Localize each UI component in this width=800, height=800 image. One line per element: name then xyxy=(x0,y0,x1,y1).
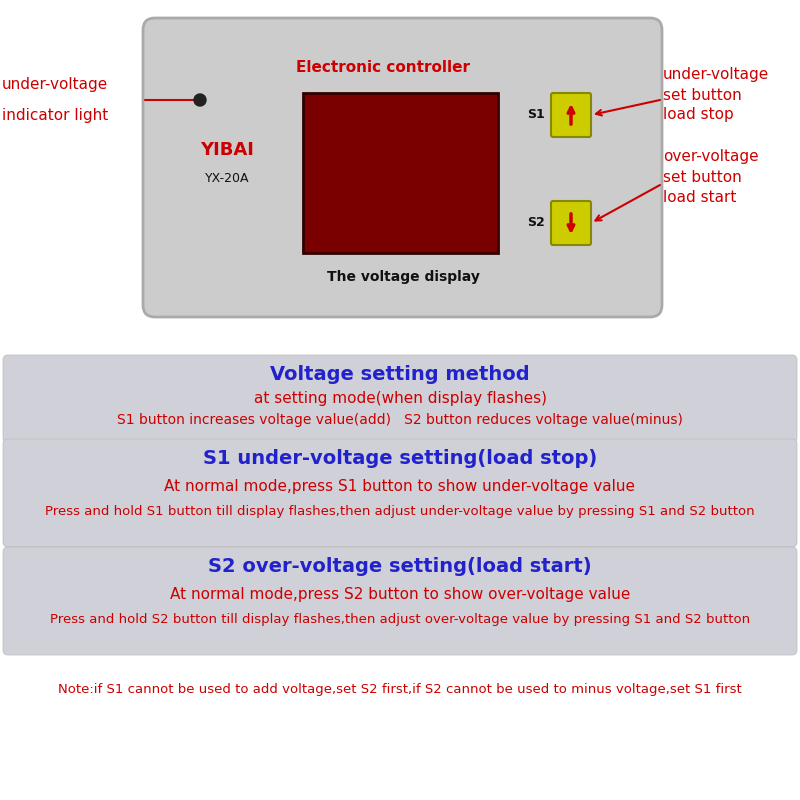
Text: YIBAI: YIBAI xyxy=(200,141,254,159)
Text: Press and hold S1 button till display flashes,then adjust under-voltage value by: Press and hold S1 button till display fl… xyxy=(45,506,755,518)
Text: S1: S1 xyxy=(527,109,545,122)
Text: Note:if S1 cannot be used to add voltage,set S2 first,if S2 cannot be used to mi: Note:if S1 cannot be used to add voltage… xyxy=(58,683,742,697)
Text: S2 over-voltage setting(load start): S2 over-voltage setting(load start) xyxy=(208,558,592,577)
Text: At normal mode,press S1 button to show under-voltage value: At normal mode,press S1 button to show u… xyxy=(165,478,635,494)
FancyBboxPatch shape xyxy=(551,201,591,245)
Text: S1 button increases voltage value(add)   S2 button reduces voltage value(minus): S1 button increases voltage value(add) S… xyxy=(117,413,683,427)
FancyBboxPatch shape xyxy=(3,547,797,655)
FancyBboxPatch shape xyxy=(551,93,591,137)
Text: indicator light: indicator light xyxy=(2,108,108,123)
Text: at setting mode(when display flashes): at setting mode(when display flashes) xyxy=(254,390,546,406)
Text: S2: S2 xyxy=(527,217,545,230)
Text: YX-20A: YX-20A xyxy=(205,171,250,185)
Text: under-voltage: under-voltage xyxy=(2,77,108,92)
Text: over-voltage: over-voltage xyxy=(663,150,758,165)
Text: Press and hold S2 button till display flashes,then adjust over-voltage value by : Press and hold S2 button till display fl… xyxy=(50,614,750,626)
Text: under-voltage: under-voltage xyxy=(663,67,770,82)
Text: Voltage setting method: Voltage setting method xyxy=(270,365,530,383)
FancyBboxPatch shape xyxy=(3,355,797,443)
Text: load stop: load stop xyxy=(663,107,734,122)
FancyBboxPatch shape xyxy=(3,439,797,547)
Text: set button: set button xyxy=(663,170,742,185)
Text: Electronic controller: Electronic controller xyxy=(296,61,470,75)
Text: S1 under-voltage setting(load stop): S1 under-voltage setting(load stop) xyxy=(203,450,597,469)
FancyBboxPatch shape xyxy=(303,93,498,253)
Text: At normal mode,press S2 button to show over-voltage value: At normal mode,press S2 button to show o… xyxy=(170,586,630,602)
Text: load start: load start xyxy=(663,190,736,205)
Circle shape xyxy=(194,94,206,106)
FancyBboxPatch shape xyxy=(143,18,662,317)
Text: set button: set button xyxy=(663,87,742,102)
Text: The voltage display: The voltage display xyxy=(326,270,479,284)
